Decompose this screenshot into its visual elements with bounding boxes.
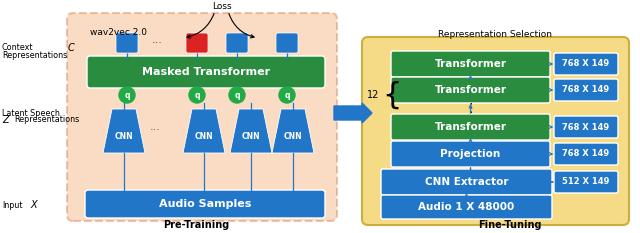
Text: ⋮: ⋮ <box>464 102 477 115</box>
Text: CNN: CNN <box>195 132 213 141</box>
FancyBboxPatch shape <box>186 33 208 53</box>
FancyBboxPatch shape <box>67 13 337 221</box>
Text: 768 X 149: 768 X 149 <box>563 123 609 131</box>
Circle shape <box>229 87 245 103</box>
Polygon shape <box>230 109 272 153</box>
Text: CNN Extractor: CNN Extractor <box>425 177 508 187</box>
FancyBboxPatch shape <box>116 33 138 53</box>
FancyBboxPatch shape <box>362 37 629 225</box>
Text: wav2vec 2.0: wav2vec 2.0 <box>90 28 147 37</box>
Text: Context: Context <box>2 44 33 52</box>
FancyBboxPatch shape <box>391 77 550 103</box>
Text: q: q <box>234 90 240 99</box>
FancyBboxPatch shape <box>381 169 552 195</box>
Text: Audio Samples: Audio Samples <box>159 199 251 209</box>
Text: Transformer: Transformer <box>435 85 506 95</box>
Text: CNN: CNN <box>284 132 302 141</box>
Text: Masked Transformer: Masked Transformer <box>142 67 270 77</box>
Text: {: { <box>382 81 401 110</box>
Text: 512 X 149: 512 X 149 <box>563 178 610 186</box>
Text: q: q <box>284 90 290 99</box>
Text: Latent Speech: Latent Speech <box>2 109 60 117</box>
FancyBboxPatch shape <box>381 195 552 219</box>
Text: X: X <box>30 200 36 210</box>
Text: Fine-Tuning: Fine-Tuning <box>478 220 541 230</box>
FancyBboxPatch shape <box>554 79 618 101</box>
Text: 768 X 149: 768 X 149 <box>563 86 609 95</box>
Text: Transformer: Transformer <box>435 59 506 69</box>
Circle shape <box>189 87 205 103</box>
Text: Audio 1 X 48000: Audio 1 X 48000 <box>419 202 515 212</box>
FancyBboxPatch shape <box>391 141 550 167</box>
FancyBboxPatch shape <box>554 171 618 193</box>
Text: Transformer: Transformer <box>435 122 506 132</box>
Polygon shape <box>103 109 145 153</box>
FancyBboxPatch shape <box>554 116 618 138</box>
Polygon shape <box>183 109 225 153</box>
Text: q: q <box>124 90 130 99</box>
Circle shape <box>279 87 295 103</box>
Text: ···: ··· <box>152 38 163 48</box>
Text: Loss: Loss <box>212 2 232 11</box>
Text: 12: 12 <box>367 90 379 100</box>
Text: 768 X 149: 768 X 149 <box>563 59 609 69</box>
Text: Input: Input <box>2 201 22 209</box>
Text: CNN: CNN <box>242 132 260 141</box>
Text: Z: Z <box>2 115 8 125</box>
Text: Projection: Projection <box>440 149 500 159</box>
FancyBboxPatch shape <box>554 53 618 75</box>
FancyBboxPatch shape <box>276 33 298 53</box>
Text: CNN: CNN <box>115 132 133 141</box>
Text: C: C <box>68 43 75 53</box>
FancyBboxPatch shape <box>391 51 550 77</box>
FancyBboxPatch shape <box>85 190 325 218</box>
Text: Representations: Representations <box>14 116 79 124</box>
FancyBboxPatch shape <box>87 56 325 88</box>
Circle shape <box>119 87 135 103</box>
Text: Representation Selection: Representation Selection <box>438 30 552 39</box>
Text: q: q <box>195 90 200 99</box>
FancyBboxPatch shape <box>391 114 550 140</box>
FancyArrow shape <box>334 103 372 123</box>
Text: Pre-Training: Pre-Training <box>163 220 229 230</box>
Polygon shape <box>272 109 314 153</box>
FancyBboxPatch shape <box>226 33 248 53</box>
FancyBboxPatch shape <box>554 143 618 165</box>
Text: 768 X 149: 768 X 149 <box>563 150 609 158</box>
Text: ···: ··· <box>150 125 161 135</box>
Text: Representations: Representations <box>2 51 67 59</box>
